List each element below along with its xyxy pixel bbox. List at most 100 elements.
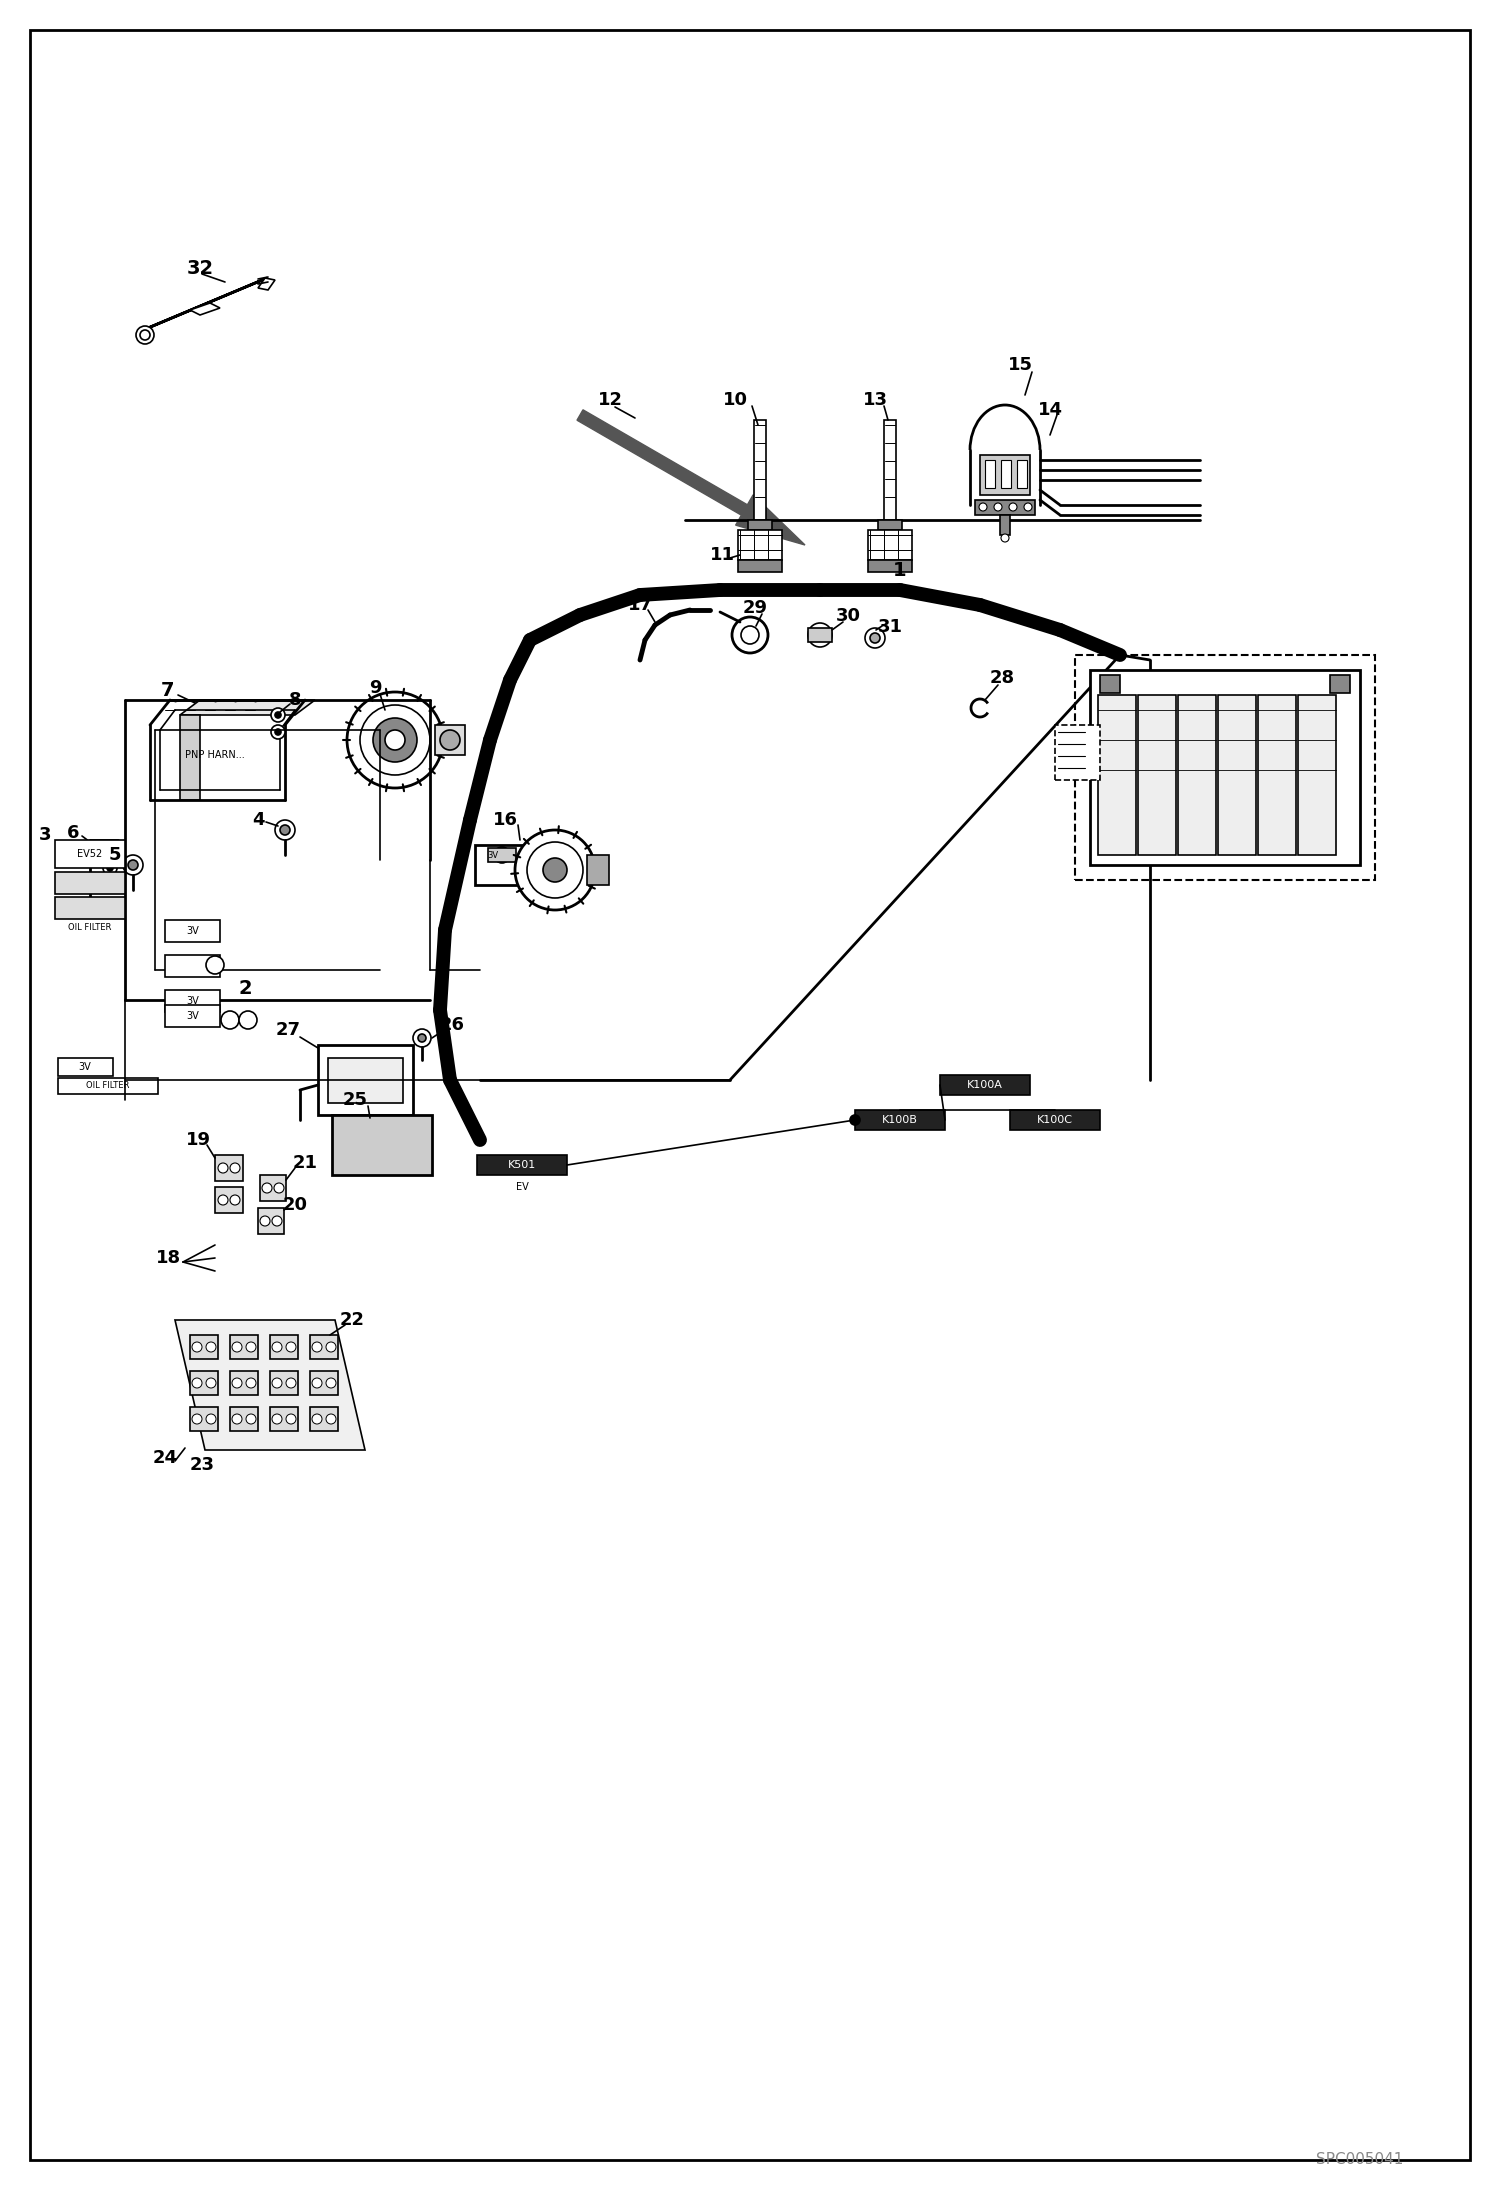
Polygon shape: [258, 279, 276, 290]
Text: 24: 24: [153, 1448, 177, 1468]
Bar: [261, 1176, 286, 1200]
Bar: [476, 1154, 568, 1176]
Circle shape: [849, 1115, 860, 1126]
Circle shape: [276, 713, 282, 717]
Text: 14: 14: [1038, 402, 1062, 419]
Bar: [270, 1371, 298, 1395]
Bar: [475, 845, 530, 884]
Circle shape: [232, 1343, 243, 1352]
Circle shape: [418, 1033, 425, 1042]
Circle shape: [542, 858, 568, 882]
Bar: [1330, 676, 1350, 693]
Circle shape: [870, 634, 879, 643]
Circle shape: [276, 728, 282, 735]
Circle shape: [276, 821, 295, 840]
Text: K100A: K100A: [968, 1079, 1004, 1090]
Circle shape: [246, 1378, 256, 1389]
Text: 5: 5: [109, 847, 121, 864]
Polygon shape: [180, 715, 201, 801]
Circle shape: [192, 1378, 202, 1389]
Text: 22: 22: [340, 1312, 364, 1330]
Text: 4: 4: [252, 812, 264, 829]
Bar: [216, 1187, 243, 1213]
Bar: [980, 454, 1031, 496]
Bar: [1098, 695, 1135, 856]
Text: 31: 31: [878, 619, 902, 636]
Circle shape: [312, 1378, 322, 1389]
Bar: [1258, 695, 1296, 856]
Circle shape: [219, 1163, 228, 1174]
Circle shape: [103, 842, 117, 858]
Text: 17: 17: [628, 597, 653, 614]
Circle shape: [192, 1343, 202, 1352]
Circle shape: [207, 1343, 216, 1352]
Circle shape: [246, 1343, 256, 1352]
Text: 29: 29: [743, 599, 767, 617]
Polygon shape: [175, 1321, 366, 1450]
Text: K501: K501: [508, 1161, 536, 1169]
Circle shape: [231, 1196, 240, 1205]
Circle shape: [527, 842, 583, 897]
Circle shape: [106, 847, 112, 853]
Bar: [884, 419, 896, 520]
Circle shape: [139, 329, 150, 340]
Circle shape: [207, 1413, 216, 1424]
Circle shape: [103, 880, 117, 893]
Circle shape: [312, 1413, 322, 1424]
Text: 3: 3: [39, 825, 51, 845]
Text: 10: 10: [722, 391, 748, 408]
Text: PNP HARN...: PNP HARN...: [186, 750, 244, 759]
Bar: [216, 1154, 243, 1180]
Text: 3V: 3V: [187, 996, 199, 1007]
Circle shape: [232, 1413, 243, 1424]
Bar: [753, 419, 765, 520]
Text: 2: 2: [238, 979, 252, 998]
Bar: [58, 1058, 112, 1075]
Text: 12: 12: [598, 391, 623, 408]
Circle shape: [807, 623, 831, 647]
Bar: [1177, 695, 1216, 856]
Circle shape: [385, 731, 404, 750]
Text: 6: 6: [67, 825, 79, 842]
Circle shape: [813, 630, 825, 641]
Bar: [488, 849, 515, 862]
Bar: [1017, 461, 1028, 487]
Text: OIL FILTER: OIL FILTER: [69, 924, 112, 932]
Circle shape: [1025, 502, 1032, 511]
Bar: [748, 520, 771, 531]
Text: 23: 23: [190, 1457, 214, 1474]
Text: 19: 19: [186, 1130, 211, 1150]
Circle shape: [286, 1378, 297, 1389]
Bar: [190, 1334, 219, 1358]
Circle shape: [271, 724, 285, 739]
Polygon shape: [190, 303, 220, 316]
Text: 3V: 3V: [187, 1011, 199, 1020]
Text: 26: 26: [439, 1016, 464, 1033]
Circle shape: [733, 617, 768, 654]
Circle shape: [286, 1343, 297, 1352]
Bar: [1091, 669, 1360, 864]
Circle shape: [995, 502, 1002, 511]
Bar: [165, 989, 220, 1011]
Polygon shape: [180, 700, 315, 715]
Bar: [941, 1075, 1031, 1095]
Bar: [310, 1371, 339, 1395]
Text: EV52: EV52: [78, 849, 103, 860]
Polygon shape: [577, 410, 804, 544]
Circle shape: [440, 731, 460, 750]
Bar: [165, 954, 220, 976]
Bar: [55, 840, 124, 869]
Circle shape: [192, 1413, 202, 1424]
Bar: [1100, 676, 1121, 693]
Text: K100B: K100B: [882, 1115, 918, 1126]
Bar: [1076, 656, 1375, 880]
Bar: [855, 1110, 945, 1130]
Text: 13: 13: [863, 391, 887, 408]
Circle shape: [127, 860, 138, 871]
Circle shape: [348, 691, 443, 788]
Circle shape: [106, 864, 112, 871]
Bar: [231, 1371, 258, 1395]
Circle shape: [273, 1413, 282, 1424]
Bar: [1138, 695, 1176, 856]
Circle shape: [246, 1413, 256, 1424]
